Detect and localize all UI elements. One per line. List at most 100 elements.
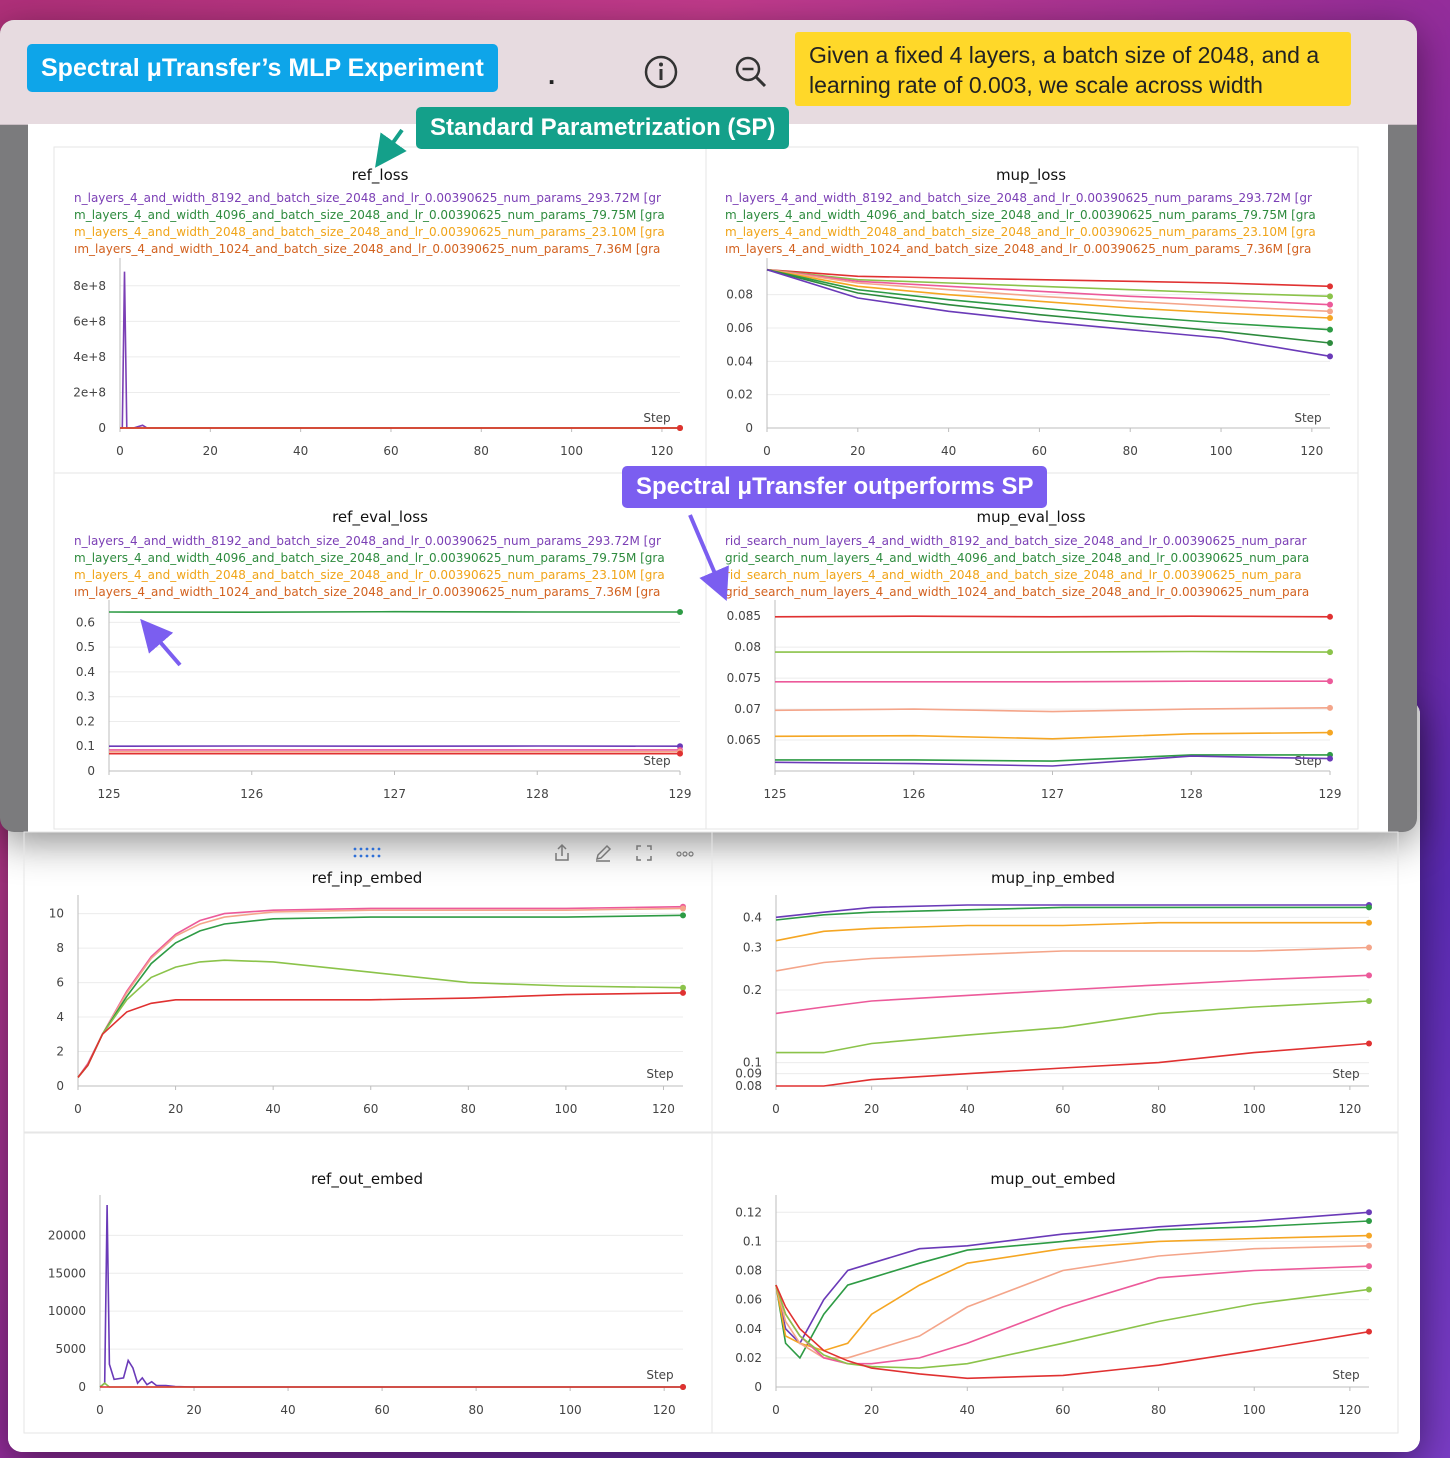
mup_out_embed-series-endpoint	[1366, 1328, 1372, 1335]
mup_out_embed-xtick: 0	[772, 1403, 780, 1417]
mup_eval_loss-series-line	[774, 755, 1331, 767]
mup_eval_loss-series-line	[774, 615, 1331, 618]
ref_inp_embed-ytick: 10	[49, 907, 64, 921]
info-icon[interactable]	[642, 53, 680, 91]
ref_inp_embed-series-endpoint	[680, 984, 686, 991]
ref_inp_embed-ytick: 2	[56, 1045, 64, 1059]
mup_inp_embed-series-line	[775, 974, 1370, 1015]
mup_inp_embed-ytick: 0.09	[735, 1067, 762, 1081]
ref_inp_embed-xtick: 80	[461, 1102, 476, 1116]
mup_loss-xtick: 120	[1300, 444, 1323, 458]
window-title-text: Spectral μTransfer’s MLP Experiment	[41, 54, 484, 82]
mup_loss-title: mup_loss	[996, 166, 1066, 185]
ref_loss-xtick: 120	[650, 444, 673, 458]
mup_inp_embed-xtick: 60	[1055, 1102, 1070, 1116]
title-bar: Spectral μTransfer’s MLP Experiment . Gi…	[0, 20, 1417, 125]
mup_eval_loss-xtick: 128	[1180, 787, 1203, 801]
ref_out_embed-ytick: 10000	[48, 1304, 86, 1318]
ref_inp_embed-ytick: 4	[56, 1010, 64, 1024]
outperform-label-text: Spectral μTransfer outperforms SP	[636, 473, 1034, 500]
mup_eval_loss-series-line	[775, 650, 1331, 653]
note-text: Given a fixed 4 layers, a batch size of …	[809, 42, 1320, 98]
mup_out_embed-series-line	[775, 1284, 1370, 1369]
mup_inp_embed-ytick: 0.08	[735, 1079, 762, 1093]
mup_loss-series-line	[766, 268, 1331, 358]
sp-label: Standard Parametrization (SP)	[416, 107, 790, 149]
mup_eval_loss-series-endpoint	[1327, 729, 1333, 736]
mup_eval_loss-legend-entry: rid_search_num_layers_4_and_width_8192_a…	[725, 534, 1307, 548]
ref_loss-xtick: 80	[474, 444, 489, 458]
ref_inp_embed-ytick: 6	[56, 976, 64, 990]
mup_out_embed-xtick: 60	[1055, 1403, 1070, 1417]
zoom-out-icon[interactable]	[732, 53, 770, 91]
mup_inp_embed-xtick: 20	[864, 1102, 879, 1116]
ref_eval_loss-ytick: 0.1	[76, 739, 95, 753]
mup_out_embed-series-endpoint	[1366, 1232, 1372, 1239]
ref_inp_embed-series-endpoint	[680, 905, 686, 912]
ref_inp_embed-xtick: 40	[266, 1102, 281, 1116]
mup_inp_embed-series-endpoint	[1366, 998, 1372, 1005]
mup_out_embed-ytick: 0.12	[735, 1205, 762, 1219]
mup_loss-legend-entry: m_layers_4_and_width_4096_and_batch_size…	[725, 208, 1316, 222]
mup_inp_embed-ytick: 0.4	[743, 910, 762, 924]
drag-handle-icon[interactable]	[352, 846, 382, 860]
more-icon[interactable]	[675, 847, 695, 859]
ref_eval_loss-ytick: 0	[87, 764, 95, 778]
mup_eval_loss-ytick: 0.085	[727, 609, 761, 623]
mup_inp_embed-xtick: 80	[1151, 1102, 1166, 1116]
mup_out_embed-xtick: 100	[1243, 1403, 1266, 1417]
mup_inp_embed-series-endpoint	[1366, 972, 1372, 979]
mup_eval_loss-legend-entry: grid_search_num_layers_4_and_width_4096_…	[725, 551, 1309, 565]
fullscreen-icon[interactable]	[634, 843, 654, 863]
mup_inp_embed-series-line	[776, 1000, 1370, 1054]
title-suffix: .	[548, 60, 556, 90]
mup_out_embed-series-endpoint	[1366, 1263, 1372, 1270]
ref_out_embed-chart: ref_out_embed 0 5000 10000 15000 20000 0 20 40 60…	[23, 1132, 713, 1434]
mup_out_embed-ytick: 0.06	[735, 1293, 762, 1307]
ref_loss-ytick: 6e+8	[73, 314, 106, 328]
mup_eval_loss-series-endpoint	[1327, 755, 1333, 762]
mup_out_embed-series-line	[775, 1234, 1370, 1352]
mup_inp_embed-xtick: 120	[1338, 1102, 1361, 1116]
ref_loss-legend-entry: m_layers_4_and_width_4096_and_batch_size…	[74, 208, 665, 222]
ref_inp_embed-ytick: 0	[56, 1079, 64, 1093]
mup_out_embed-series-endpoint	[1366, 1209, 1372, 1216]
mup_eval_loss-xlabel: Step	[1294, 754, 1321, 768]
mup_loss-xtick: 80	[1123, 444, 1138, 458]
mup_out_embed-ytick: 0.02	[735, 1351, 762, 1365]
ref_loss-xtick: 20	[203, 444, 218, 458]
mup_out_embed-series-endpoint	[1366, 1242, 1372, 1249]
ref_loss-series-line	[120, 271, 680, 429]
ref_inp_embed-series-line	[77, 992, 684, 1078]
mup_loss-ytick: 0.04	[726, 354, 753, 368]
mup_out_embed-series-line	[775, 1220, 1370, 1360]
ref_inp_embed-series-endpoint	[680, 912, 686, 919]
mup_inp_embed-xlabel: Step	[1332, 1067, 1359, 1081]
mup_out_embed-series-line	[775, 1211, 1370, 1345]
mup_loss-ytick: 0.08	[726, 288, 753, 302]
eval-arrow	[140, 618, 182, 667]
mup_inp_embed-ytick: 0.1	[743, 1056, 762, 1070]
mup_inp_embed-series-line	[775, 906, 1369, 921]
mup_eval_loss-ytick: 0.08	[734, 640, 761, 654]
ref_inp_embed-title: ref_inp_embed	[312, 869, 423, 888]
mup_inp_embed-series-endpoint	[1366, 944, 1372, 951]
mup_inp_embed-series-endpoint	[1366, 1040, 1372, 1047]
ref_loss-legend-entry: n_layers_4_and_width_8192_and_batch_size…	[74, 191, 661, 205]
ref_out_embed-xtick: 20	[186, 1403, 201, 1417]
mup_out_embed-series-endpoint	[1366, 1218, 1372, 1225]
ref_loss-ytick: 4e+8	[73, 350, 106, 364]
share-icon[interactable]	[552, 843, 572, 863]
mup_inp_embed-series-endpoint	[1366, 919, 1372, 926]
edit-icon[interactable]	[593, 843, 613, 863]
mup_loss-series-line	[766, 268, 1331, 298]
mup_loss-series-endpoint	[1327, 293, 1333, 300]
mup_out_embed-ytick: 0	[754, 1380, 762, 1394]
mup_loss-xlabel: Step	[1294, 411, 1321, 425]
ref_loss-legend-entry: m_layers_4_and_width_2048_and_batch_size…	[74, 225, 665, 239]
ref_eval_loss-ytick: 0.3	[76, 690, 95, 704]
mup_eval_loss-chart: mup_eval_loss rid_search_num_layers_4_and…	[705, 472, 1359, 830]
mup_loss-xtick: 40	[941, 444, 956, 458]
mup_out_embed-ytick: 0.1	[743, 1234, 762, 1248]
